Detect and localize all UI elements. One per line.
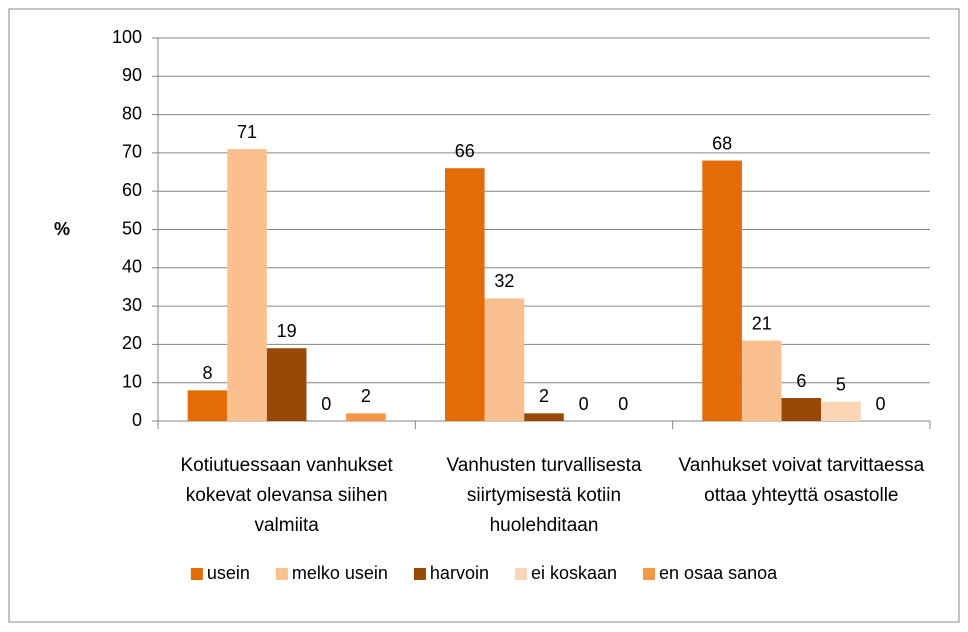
data-label: 8	[202, 363, 212, 383]
y-tick-label: 100	[112, 27, 142, 47]
data-label: 32	[494, 271, 514, 291]
legend-label: melko usein	[292, 563, 388, 583]
y-tick-label: 0	[132, 410, 142, 430]
data-label: 71	[237, 122, 257, 142]
bar	[266, 348, 307, 421]
data-label: 6	[796, 371, 806, 391]
legend-label: en osaa sanoa	[659, 563, 778, 583]
y-tick-label: 50	[122, 218, 142, 238]
data-label: 21	[752, 313, 772, 333]
data-label: 19	[277, 321, 297, 341]
bar	[346, 413, 386, 421]
bar	[821, 401, 861, 421]
y-axis-label: %	[54, 219, 70, 239]
bar	[484, 298, 525, 421]
y-tick-label: 80	[122, 103, 142, 123]
x-tick-label: Kotiutuessaan vanhukset kokevat olevansa…	[180, 455, 393, 536]
data-label: 5	[836, 375, 846, 395]
bar	[524, 413, 564, 421]
y-tick-label: 20	[122, 333, 142, 353]
legend-label: harvoin	[430, 563, 489, 583]
data-label: 0	[579, 394, 589, 414]
legend-swatch	[643, 568, 656, 580]
bar	[702, 160, 742, 421]
bar	[187, 390, 228, 421]
legend-label: usein	[207, 563, 250, 583]
x-tick-label: Vanhusten turvallisesta siirtymisestä ko…	[446, 455, 642, 536]
legend-swatch	[190, 568, 203, 580]
data-label: 68	[712, 133, 732, 153]
bar	[445, 168, 485, 421]
x-tick-label: Vanhukset voivat tarvittaessa ottaa yhte…	[678, 455, 925, 506]
data-label: 2	[361, 386, 371, 406]
data-label: 0	[321, 394, 331, 414]
legend-swatch	[275, 568, 288, 580]
legend-label: ei koskaan	[531, 563, 617, 583]
y-tick-label: 10	[122, 371, 142, 391]
y-tick-label: 30	[122, 295, 142, 315]
data-label: 0	[618, 394, 628, 414]
data-label: 66	[455, 141, 475, 161]
data-label: 0	[876, 394, 886, 414]
bar	[781, 398, 822, 421]
y-tick-label: 40	[122, 257, 142, 277]
legend-swatch	[413, 568, 426, 580]
bar	[741, 340, 782, 421]
y-tick-label: 60	[122, 180, 142, 200]
y-tick-label: 90	[122, 65, 142, 85]
bar	[227, 149, 267, 421]
data-label: 2	[539, 386, 549, 406]
legend-swatch	[514, 568, 527, 580]
y-tick-label: 70	[122, 142, 142, 162]
